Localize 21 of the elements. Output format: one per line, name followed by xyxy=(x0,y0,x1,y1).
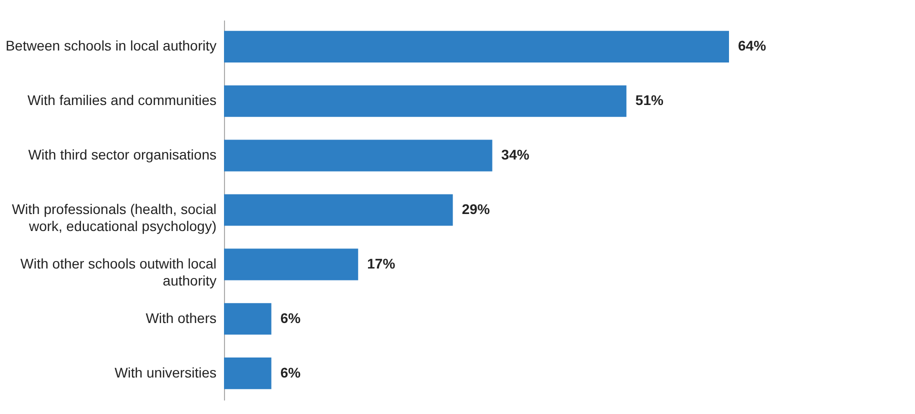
bar xyxy=(224,248,358,280)
data-label: 29% xyxy=(462,201,490,217)
y-tick-label: Between schools in local authority xyxy=(6,38,216,54)
y-tick-label: With other schools outwith local authority xyxy=(20,255,216,288)
bar xyxy=(224,140,492,172)
y-tick-label: With universities xyxy=(114,364,216,380)
data-label: 6% xyxy=(280,364,302,380)
data-label: 51% xyxy=(635,92,664,108)
y-tick-label: With professionals (health, social work, educational psychology) xyxy=(12,201,216,234)
bar xyxy=(224,358,272,390)
bar xyxy=(224,303,272,335)
y-tick-label: With others xyxy=(146,310,216,326)
bar xyxy=(224,194,453,226)
data-label: 17% xyxy=(367,255,396,272)
data-label: 34% xyxy=(501,146,530,163)
y-tick-label: With third sector organisations xyxy=(28,146,216,163)
data-label: 6% xyxy=(280,310,302,326)
data-label: 64% xyxy=(738,38,767,54)
y-tick-label: With families and communities xyxy=(27,92,216,108)
bar xyxy=(224,85,626,117)
bar xyxy=(224,30,729,62)
